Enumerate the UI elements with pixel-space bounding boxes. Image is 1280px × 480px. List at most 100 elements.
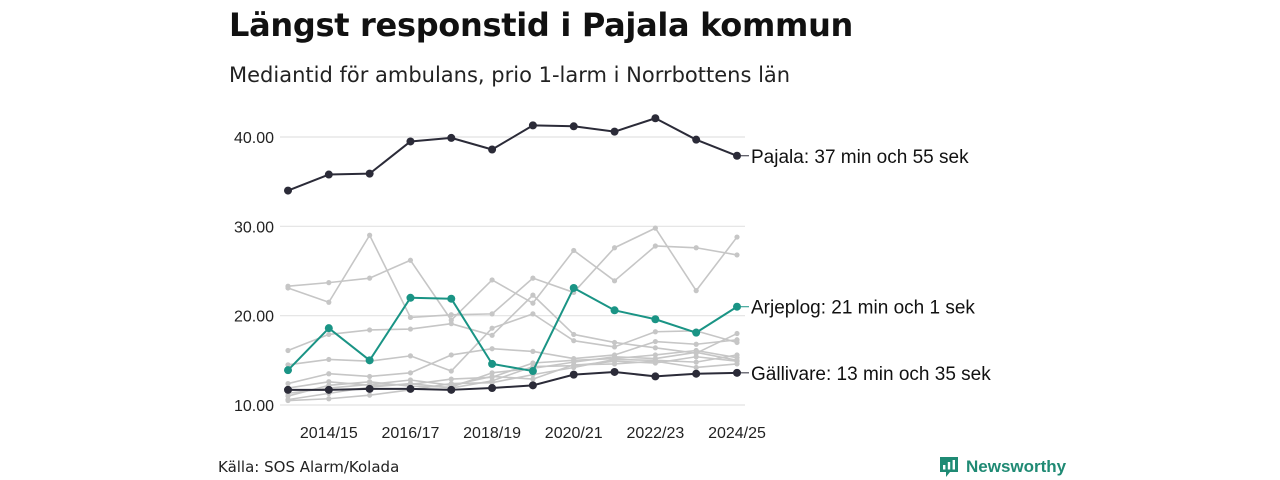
data-point xyxy=(407,377,414,383)
data-point xyxy=(611,245,618,251)
data-point xyxy=(448,317,454,323)
data-point xyxy=(489,277,495,283)
data-point xyxy=(365,384,374,393)
data-point xyxy=(734,252,740,258)
data-point xyxy=(324,385,333,394)
data-point xyxy=(693,349,699,355)
series-line xyxy=(287,245,738,321)
data-point xyxy=(285,397,291,404)
data-point xyxy=(326,331,332,338)
data-point xyxy=(489,325,495,331)
data-point xyxy=(693,288,699,294)
data-point xyxy=(406,384,415,393)
data-point xyxy=(610,367,619,376)
data-point xyxy=(530,275,536,281)
data-point xyxy=(284,385,292,394)
series-line xyxy=(287,338,738,385)
y-tick-label: 20.00 xyxy=(234,309,274,326)
data-point xyxy=(489,311,495,317)
data-point xyxy=(448,368,454,374)
data-point xyxy=(530,292,536,298)
data-point xyxy=(528,121,537,130)
data-point xyxy=(611,361,618,367)
data-point xyxy=(448,352,454,358)
end-label-arjeplog: Arjeplog: 21 min och 1 sek xyxy=(751,298,975,319)
background-series-line xyxy=(285,292,740,356)
data-point xyxy=(569,283,578,292)
data-point xyxy=(734,352,740,358)
x-axis-ticks: 2014/15 2016/17 2018/19 2020/21 2022/23 2024/… xyxy=(300,425,766,442)
chart-subtitle: Mediantid för ambulans, prio 1-larm i No… xyxy=(229,63,791,87)
data-point xyxy=(611,278,618,284)
data-point xyxy=(693,359,699,365)
data-point xyxy=(489,346,495,352)
data-point xyxy=(407,370,414,376)
data-point xyxy=(407,326,414,332)
data-point xyxy=(489,380,495,386)
background-series-line xyxy=(285,225,740,321)
data-point xyxy=(447,133,456,142)
data-point xyxy=(488,359,497,368)
data-point xyxy=(326,396,332,402)
y-tick-label: 40.00 xyxy=(234,130,274,147)
series-line xyxy=(287,227,738,319)
y-axis-ticks: 10.00 20.00 30.00 40.00 xyxy=(234,130,274,415)
data-point xyxy=(610,127,619,136)
x-tick-label: 2022/23 xyxy=(626,425,684,442)
x-tick-label: 2024/25 xyxy=(708,425,766,442)
data-point xyxy=(530,311,536,317)
data-point xyxy=(324,324,333,333)
data-point xyxy=(528,381,537,390)
data-point xyxy=(652,329,658,335)
highlighted-series xyxy=(284,114,741,394)
y-tick-label: 30.00 xyxy=(234,219,274,236)
x-tick-label: 2014/15 xyxy=(300,425,358,442)
data-point xyxy=(406,137,415,146)
data-point xyxy=(693,364,699,371)
background-series xyxy=(285,225,740,404)
data-point xyxy=(447,294,456,303)
data-point xyxy=(571,338,577,344)
data-point xyxy=(530,348,536,354)
data-point xyxy=(489,373,495,380)
data-point xyxy=(652,225,658,231)
x-tick-label: 2018/19 xyxy=(463,425,521,442)
chart-title: Längst responstid i Pajala kommun xyxy=(229,6,854,44)
source-note: Källa: SOS Alarm/Kolada xyxy=(218,458,400,476)
data-point xyxy=(326,299,332,305)
data-point xyxy=(284,366,292,375)
data-point xyxy=(611,344,618,350)
series-line xyxy=(287,351,738,397)
data-point xyxy=(447,385,456,394)
data-point xyxy=(285,362,291,368)
series-arjeplog xyxy=(284,283,741,376)
data-point xyxy=(489,332,495,338)
data-point xyxy=(611,356,618,363)
series-line xyxy=(287,360,738,395)
data-point xyxy=(693,245,699,251)
end-label-pajala: Pajala: 37 min och 55 sek xyxy=(751,147,969,168)
data-point xyxy=(734,337,740,343)
series-line xyxy=(287,354,738,402)
data-point xyxy=(367,232,373,238)
data-point xyxy=(734,361,740,367)
data-point xyxy=(571,362,577,368)
data-point xyxy=(285,380,291,387)
data-point xyxy=(326,356,332,363)
data-point xyxy=(693,341,699,347)
data-point xyxy=(652,352,658,358)
data-point xyxy=(448,376,454,382)
data-point xyxy=(326,280,332,286)
data-point xyxy=(611,339,618,346)
data-point xyxy=(285,347,291,354)
data-point xyxy=(651,315,660,324)
data-point xyxy=(734,234,740,240)
data-point xyxy=(367,275,373,281)
data-point xyxy=(407,314,414,321)
data-point xyxy=(692,135,701,144)
series-line xyxy=(288,370,738,391)
data-point xyxy=(365,169,374,178)
data-point xyxy=(692,369,701,378)
data-point xyxy=(326,371,332,377)
x-tick-label: 2016/17 xyxy=(382,425,440,442)
